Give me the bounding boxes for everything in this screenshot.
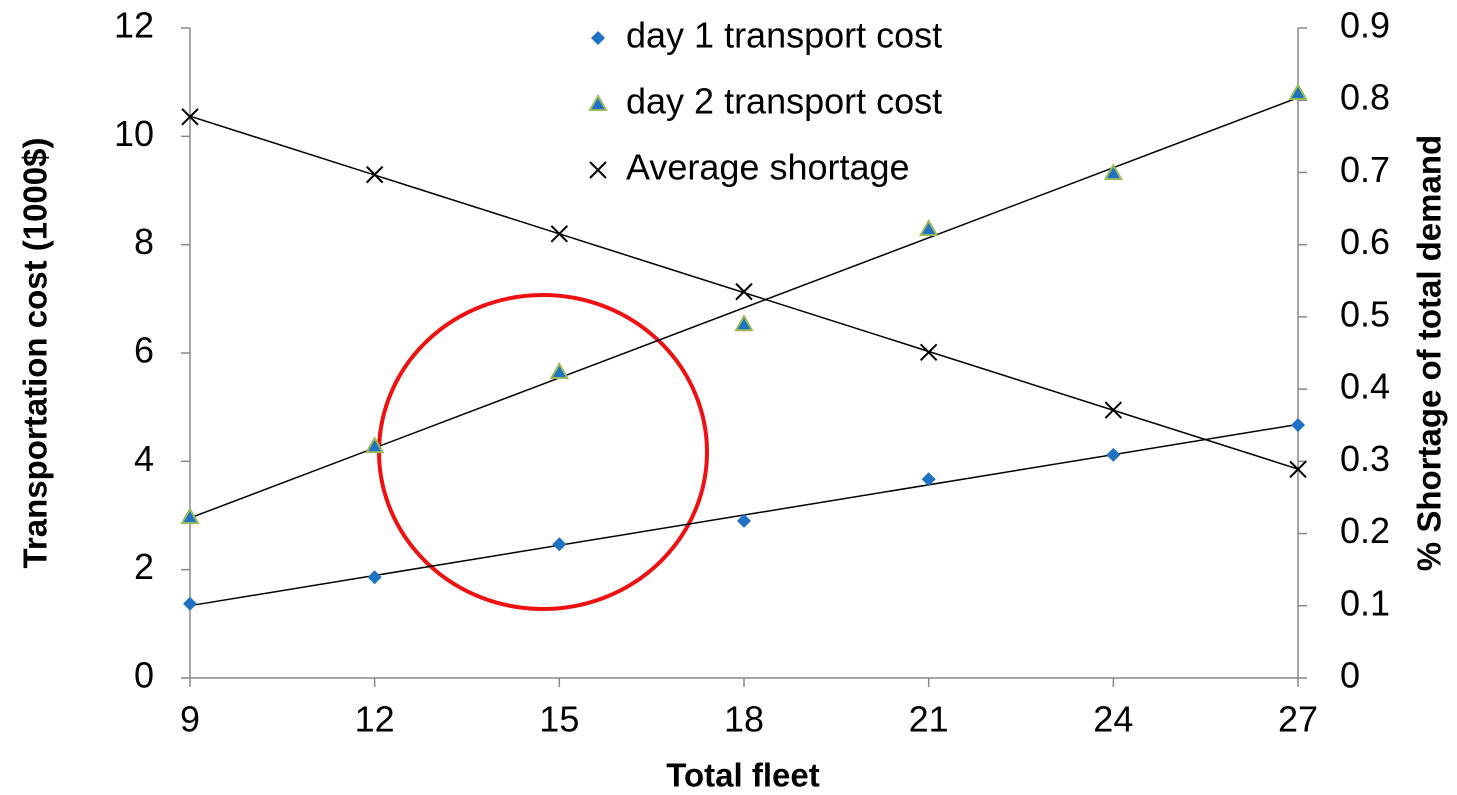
- x-tick-label: 18: [724, 699, 764, 740]
- y-axis-title: Transportation cost (1000$): [17, 138, 54, 569]
- y2-tick-label: 0.6: [1340, 221, 1390, 262]
- data-point: [364, 436, 385, 454]
- y-tick-label: 10: [114, 113, 154, 154]
- x-tick-label: 9: [180, 699, 200, 740]
- data-point: [1103, 163, 1124, 181]
- data-point: [552, 537, 567, 552]
- y2-tick-label: 0.9: [1340, 5, 1390, 46]
- data-point: [735, 282, 753, 301]
- data-point: [1291, 418, 1305, 433]
- x-tick-label: 24: [1093, 699, 1133, 740]
- data-point: [365, 165, 384, 184]
- data-point: [1288, 82, 1308, 100]
- y2-tick-label: 0.7: [1340, 149, 1390, 190]
- y2-tick-label: 0.2: [1340, 510, 1390, 551]
- y-tick-label: 4: [134, 438, 154, 479]
- legend-marker: [589, 161, 607, 179]
- y2-axis-title: % Shortage of total demand: [1411, 135, 1448, 571]
- x-tick-label: 21: [909, 699, 949, 740]
- legend-label: Average shortage: [626, 147, 910, 188]
- data-point: [737, 513, 751, 528]
- y2-tick-label: 0.5: [1340, 293, 1390, 334]
- y-tick-label: 6: [134, 330, 154, 371]
- legend-label: day 2 transport cost: [626, 81, 942, 122]
- data-point: [1289, 460, 1307, 478]
- data-point: [181, 108, 199, 126]
- y-tick-label: 0: [134, 655, 154, 696]
- x-tick-label: 27: [1278, 699, 1318, 740]
- legend-marker: [591, 31, 605, 45]
- y-tick-label: 2: [134, 546, 154, 587]
- data-point: [918, 218, 939, 236]
- data-point: [919, 343, 938, 361]
- x-tick-label: 12: [355, 699, 395, 740]
- y2-tick-label: 0.4: [1340, 366, 1390, 407]
- data-point: [1104, 401, 1123, 419]
- legend-label: day 1 transport cost: [626, 15, 942, 56]
- y-tick-label: 12: [114, 5, 154, 46]
- x-axis-title: Total fleet: [666, 757, 819, 794]
- y-tick-label: 8: [134, 221, 154, 262]
- highlight-circle: [377, 293, 709, 611]
- y2-tick-label: 0.3: [1340, 438, 1390, 479]
- data-point: [734, 314, 754, 332]
- y2-tick-label: 0: [1340, 655, 1360, 696]
- data-point: [367, 570, 382, 585]
- y2-tick-label: 0.8: [1340, 77, 1390, 118]
- data-point: [180, 507, 200, 525]
- x-tick-label: 15: [539, 699, 579, 740]
- y2-tick-label: 0.1: [1340, 582, 1390, 623]
- data-point: [183, 596, 197, 611]
- data-point: [1106, 447, 1121, 462]
- data-point: [921, 472, 936, 487]
- legend-marker: [588, 93, 608, 111]
- data-point: [550, 225, 569, 243]
- data-point: [549, 361, 570, 379]
